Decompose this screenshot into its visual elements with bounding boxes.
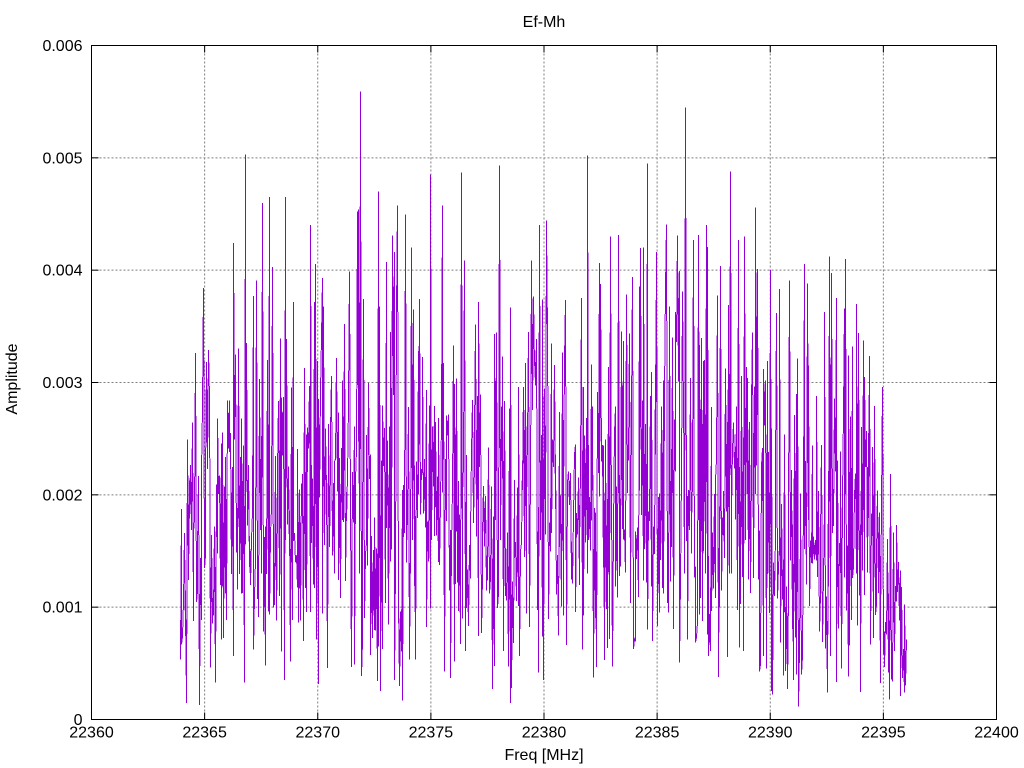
svg-text:Amplitude: Amplitude bbox=[4, 343, 21, 414]
svg-text:22360: 22360 bbox=[69, 725, 114, 742]
svg-text:0.006: 0.006 bbox=[42, 38, 82, 55]
svg-text:22390: 22390 bbox=[748, 725, 793, 742]
svg-text:22385: 22385 bbox=[635, 725, 680, 742]
svg-text:0.002: 0.002 bbox=[42, 487, 82, 504]
svg-text:22380: 22380 bbox=[522, 725, 567, 742]
svg-text:Freq [MHz]: Freq [MHz] bbox=[504, 747, 583, 764]
svg-text:0.004: 0.004 bbox=[42, 263, 82, 280]
svg-text:22370: 22370 bbox=[296, 725, 341, 742]
svg-text:Ef-Mh: Ef-Mh bbox=[523, 14, 566, 31]
svg-text:22375: 22375 bbox=[409, 725, 454, 742]
svg-text:22400: 22400 bbox=[974, 725, 1019, 742]
svg-text:0: 0 bbox=[74, 712, 83, 729]
svg-text:22395: 22395 bbox=[861, 725, 906, 742]
svg-text:0.001: 0.001 bbox=[42, 600, 82, 617]
svg-text:0.005: 0.005 bbox=[42, 150, 82, 167]
svg-text:22365: 22365 bbox=[182, 725, 227, 742]
svg-text:0.003: 0.003 bbox=[42, 375, 82, 392]
